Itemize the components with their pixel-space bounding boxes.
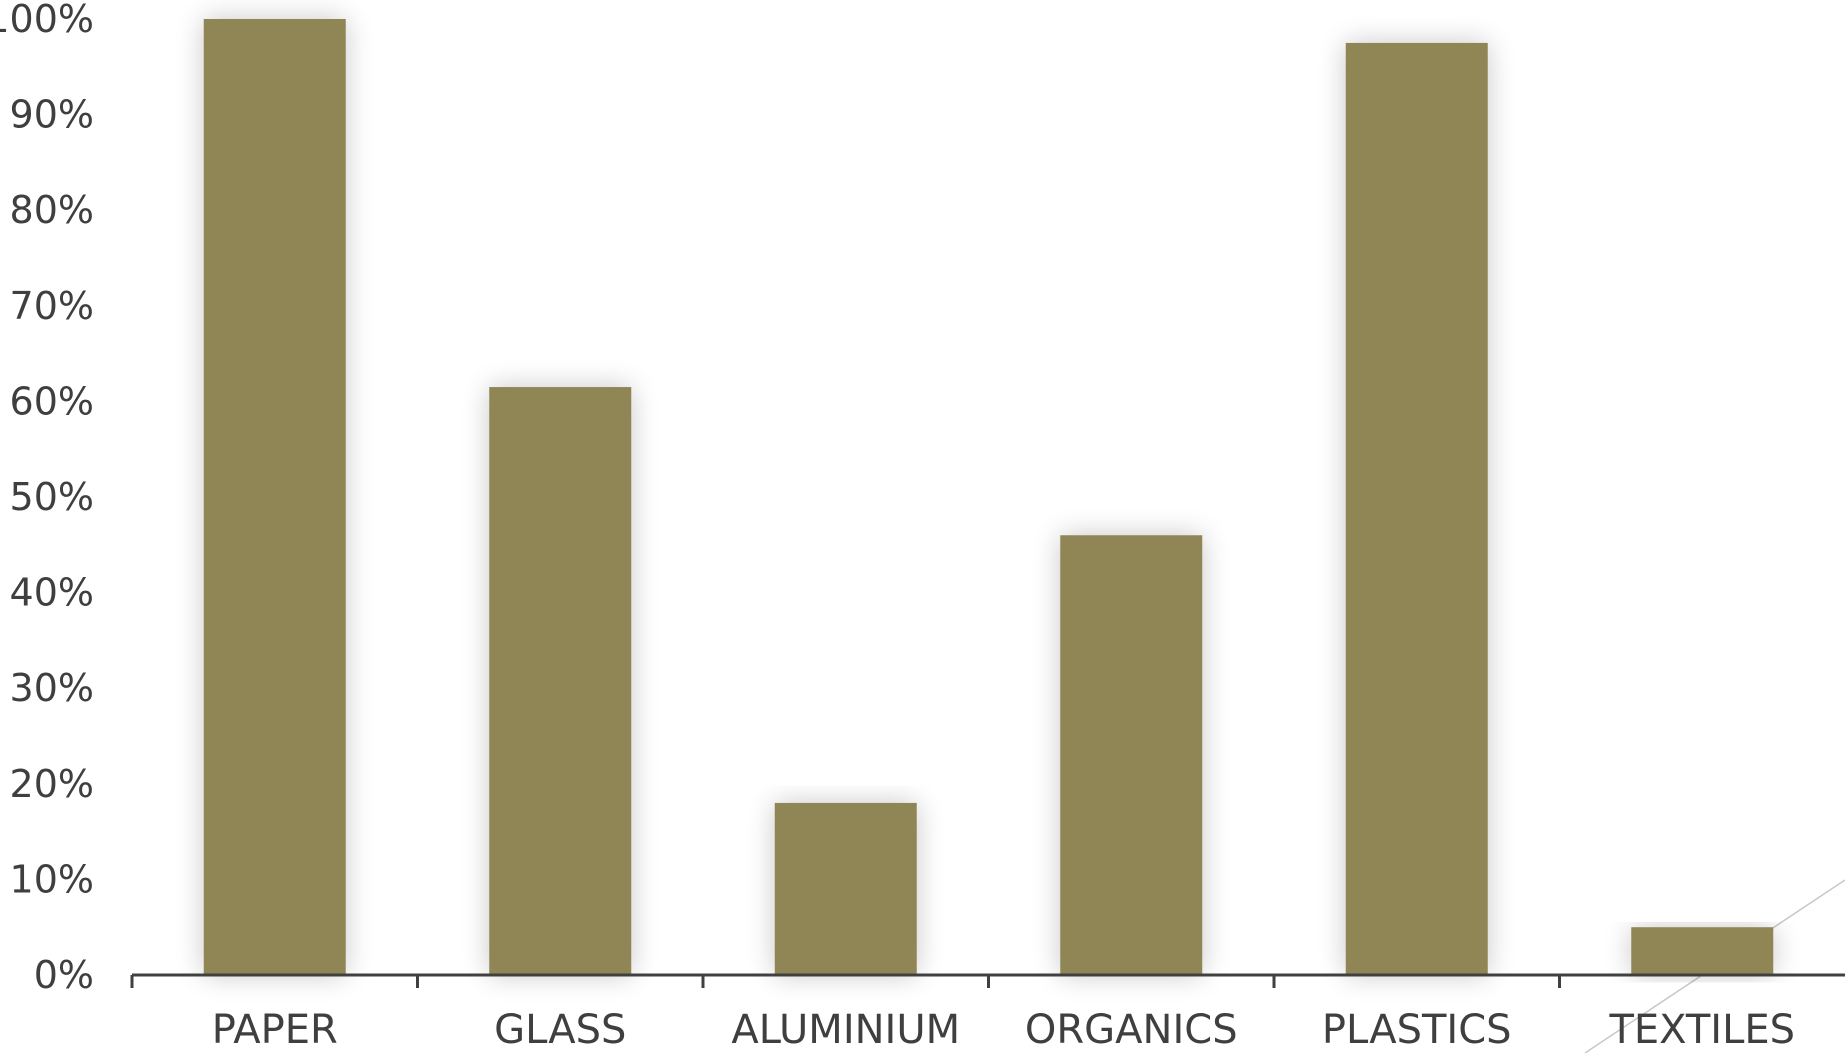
bar-paper: [203, 19, 346, 975]
y-tick-label: 90%: [10, 93, 94, 137]
x-tick-label-plastics: PLASTICS: [1322, 1007, 1512, 1053]
x-axis: [130, 973, 1845, 988]
y-axis-tick-labels: 0% 10% 20% 30% 40% 50% 60% 70% 80% 90% 100%: [0, 0, 94, 997]
y-tick-label: 10%: [10, 857, 94, 901]
y-tick-label: 40%: [10, 571, 94, 615]
bar-glass: [489, 387, 632, 975]
bars-layer: [203, 19, 1774, 975]
y-tick-label: 30%: [10, 666, 94, 710]
y-tick-label: 60%: [10, 379, 94, 423]
x-axis-category-labels: PAPER GLASS ALUMINIUM ORGANICS PLASTICS TEXTI…: [212, 1007, 1795, 1053]
y-tick-label: 100%: [0, 0, 94, 41]
y-tick-label: 70%: [10, 284, 94, 328]
y-tick-label: 80%: [10, 188, 94, 232]
y-tick-label: 0%: [34, 953, 94, 997]
bar-textiles: [1631, 927, 1774, 975]
bar-aluminium: [774, 802, 917, 975]
x-tick-label-aluminium: ALUMINIUM: [731, 1007, 960, 1053]
x-tick-label-organics: ORGANICS: [1025, 1007, 1238, 1053]
y-tick-label: 20%: [10, 762, 94, 806]
bar-plastics: [1345, 42, 1488, 975]
bar-organics: [1060, 535, 1203, 975]
x-tick-label-glass: GLASS: [494, 1007, 626, 1053]
x-tick-label-paper: PAPER: [212, 1007, 338, 1053]
x-tick-label-textiles: TEXTILES: [1608, 1007, 1795, 1053]
y-tick-label: 50%: [10, 475, 94, 519]
